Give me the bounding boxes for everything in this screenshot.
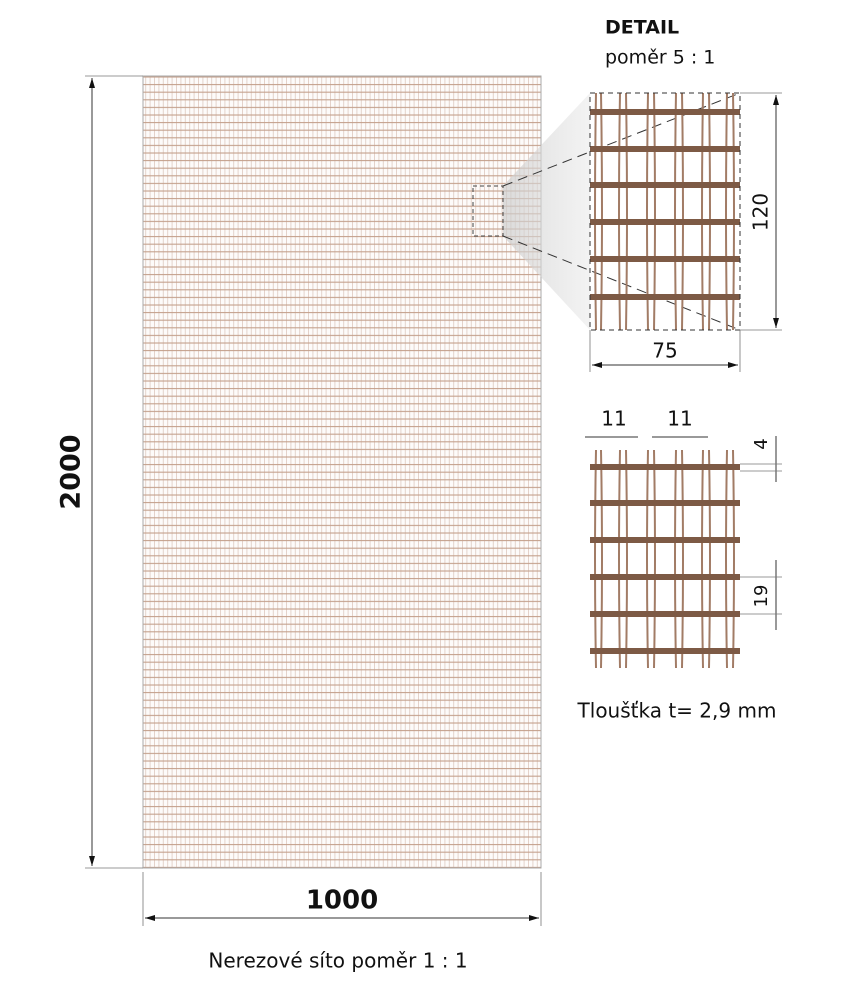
thickness: Tloušťka t= 2,9 mm [577,699,777,723]
spacing-label: 19 [751,585,772,608]
bar [590,256,740,262]
detail-title: DETAIL [605,17,679,39]
wire [708,92,711,331]
wire [618,92,621,331]
wire [618,449,621,669]
bar [590,182,740,188]
wire [600,449,603,669]
zoom-cone [503,93,590,330]
wire [594,449,597,669]
bar [590,294,740,300]
wire [681,449,684,669]
height-label: 2000 [56,434,87,509]
wire-label: 4 [751,438,772,449]
mesh-sheet [142,75,542,869]
wire [646,92,649,331]
wire [701,92,704,331]
wire [625,92,628,331]
bar [590,648,740,654]
bar [590,574,740,580]
wire [653,449,656,669]
wire [732,449,735,669]
wire [725,449,728,669]
detail-mesh [590,92,740,331]
pitch-label: 11 [601,407,626,431]
detail-width: 75 [652,339,677,363]
wire [674,449,677,669]
wire [653,92,656,331]
wire [725,92,728,331]
wire [625,449,628,669]
bar [590,537,740,543]
detail-scale: poměr 5 : 1 [605,47,715,69]
wire [600,92,603,331]
section-mesh [590,449,740,669]
wire [674,92,677,331]
bar [590,219,740,225]
wire [594,92,597,331]
width-label: 1000 [306,886,378,916]
wire [701,449,704,669]
bar [590,611,740,617]
pitch-label: 11 [667,407,692,431]
wire [681,92,684,331]
wire [708,449,711,669]
wire [732,92,735,331]
detail-height: 120 [749,193,773,231]
zoom-area [472,185,504,237]
bar [590,464,740,470]
bar [590,500,740,506]
bar [590,146,740,152]
bar [590,109,740,115]
wire [646,449,649,669]
caption: Nerezové síto poměr 1 : 1 [208,949,467,973]
